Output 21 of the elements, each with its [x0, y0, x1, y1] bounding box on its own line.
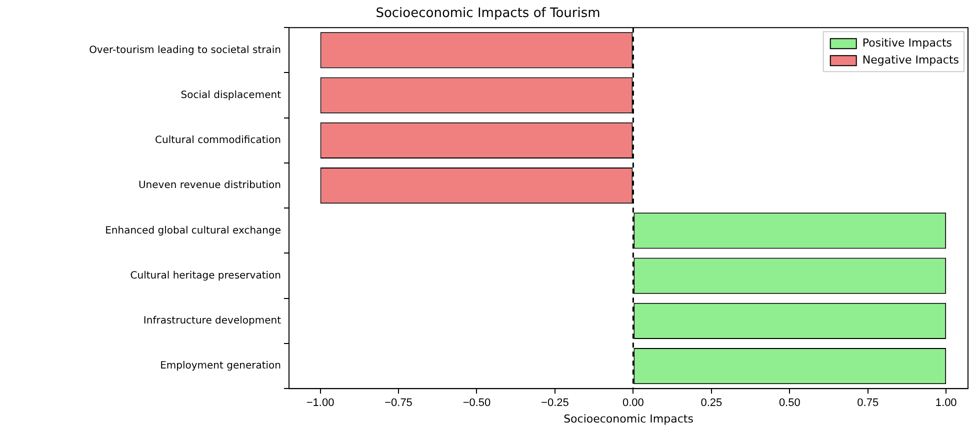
legend-label: Negative Impacts: [862, 53, 960, 66]
x-tick-label: 0.25: [700, 397, 722, 410]
x-tick-label: 0.50: [778, 397, 800, 410]
x-tick-label: 0.75: [857, 397, 879, 410]
y-tick-label: Social displacement: [180, 90, 282, 101]
y-tick-label: Uneven revenue distribution: [138, 180, 281, 192]
x-tick-label: −0.75: [384, 397, 412, 410]
y-tick-label: Cultural commodification: [155, 135, 281, 146]
y-tick-label: Enhanced global cultural exchange: [105, 225, 281, 236]
chart-title: Socioeconomic Impacts of Tourism: [376, 6, 600, 22]
x-axis-title: Socioeconomic Impacts: [564, 412, 694, 426]
y-tick-label: Infrastructure development: [143, 316, 282, 327]
y-tick-label: Over-tourism leading to societal strain: [89, 44, 281, 56]
x-tick-label: −0.25: [541, 397, 569, 410]
legend-label: Positive Impacts: [862, 36, 952, 50]
y-tick-label: Cultural heritage preservation: [130, 270, 281, 282]
x-tick-label: −1.00: [306, 397, 334, 410]
x-tick-label: −0.50: [462, 397, 491, 410]
x-tick-label: 0.00: [622, 397, 644, 410]
x-tick-label: 1.00: [935, 397, 957, 410]
y-tick-label: Employment generation: [160, 360, 281, 372]
